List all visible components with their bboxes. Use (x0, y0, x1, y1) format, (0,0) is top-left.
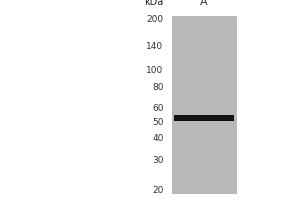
Text: 50: 50 (152, 118, 164, 127)
Text: kDa: kDa (144, 0, 164, 7)
Text: 80: 80 (152, 83, 164, 92)
Text: 140: 140 (146, 42, 164, 51)
Text: 200: 200 (146, 15, 164, 24)
Bar (172, 16, 236, 194)
Text: 60: 60 (152, 104, 164, 113)
Text: 40: 40 (152, 134, 164, 143)
Text: 20: 20 (152, 186, 164, 195)
Text: A: A (200, 0, 208, 7)
Bar (174, 115, 234, 121)
Text: 100: 100 (146, 66, 164, 75)
Text: 30: 30 (152, 156, 164, 165)
